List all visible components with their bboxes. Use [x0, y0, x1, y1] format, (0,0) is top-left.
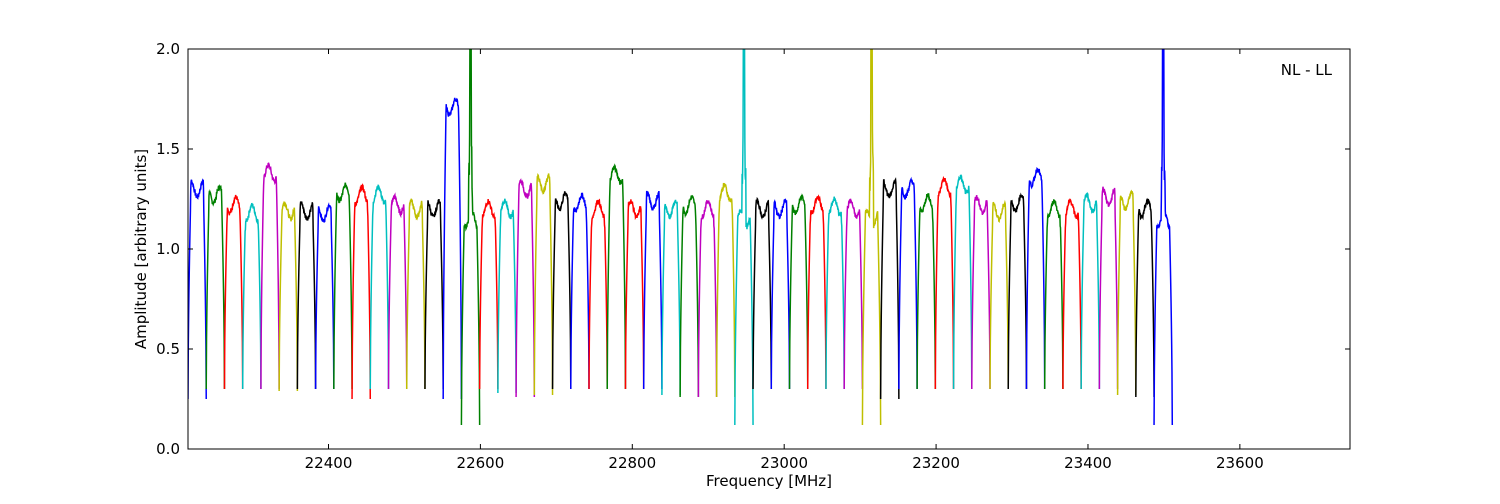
spectrum-channel-line	[697, 200, 718, 398]
plot-annotation: NL - LL	[1281, 61, 1333, 79]
spectrum-channel-line	[442, 97, 463, 400]
spectrum-channel-line	[223, 194, 244, 390]
x-tick-label: 23400	[1064, 454, 1112, 472]
x-tick-label: 23600	[1216, 454, 1264, 472]
series-layer	[188, 49, 1174, 426]
spectrum-channel-line	[952, 173, 973, 390]
spectrum-channel-line	[971, 195, 991, 390]
spectrum-channel-line	[314, 202, 335, 390]
spectrum-channel-line	[351, 183, 372, 400]
x-tick-label: 22600	[457, 454, 505, 472]
x-axis-ticks: 22400 22600 22800 23000 23200 23400 23600	[305, 49, 1264, 472]
y-tick-label: 0.5	[156, 340, 180, 358]
spectrum-channel-line	[734, 49, 754, 426]
spectrum-channel-line	[460, 49, 481, 426]
spectrum-channel-line	[369, 184, 390, 390]
x-tick-label: 23000	[760, 454, 808, 472]
spectrum-channel-line	[387, 192, 408, 390]
spectrum-channel-line	[843, 198, 864, 390]
y-axis-label: Amplitude [arbitrary units]	[132, 149, 150, 349]
y-tick-label: 0.0	[156, 440, 180, 458]
y-axis-ticks: 0.0 0.5 1.0 1.5 2.0	[156, 40, 1350, 458]
spectrum-channel-line	[825, 196, 845, 390]
spectrum-channel-line	[806, 194, 827, 390]
spectrum-channel-line	[661, 199, 681, 396]
spectrum-channel-line	[1116, 189, 1137, 396]
spectrum-channel-line	[1080, 191, 1101, 390]
spectrum-channel-line	[333, 182, 353, 390]
spectrum-channel-line	[296, 201, 317, 390]
spectrum-channel-line	[1135, 197, 1155, 398]
spectrum-channel-line	[570, 192, 590, 390]
spectrum-channel-line	[606, 163, 627, 390]
spectrum-channel-line	[533, 173, 554, 396]
spectrum-channel-line	[241, 202, 262, 390]
spectrum-channel-line	[861, 49, 882, 426]
y-tick-label: 1.0	[156, 240, 180, 258]
spectrum-channel-line	[260, 161, 280, 390]
spectrum-channel-line	[1153, 49, 1174, 426]
spectrum-channel-line	[188, 178, 207, 400]
spectrum-channel-line	[478, 199, 499, 390]
spectrum-channel-line	[770, 198, 791, 390]
spectrum-channel-line	[989, 199, 1009, 390]
x-tick-label: 23200	[912, 454, 960, 472]
x-tick-label: 22400	[305, 454, 353, 472]
spectrum-channel-line	[1098, 186, 1119, 390]
spectrum-channel-line	[1007, 192, 1028, 390]
spectrum-channel-line	[934, 175, 955, 390]
spectrum-channel-line	[624, 199, 645, 390]
spectrum-channel-line	[278, 200, 299, 392]
spectrum-channel-line	[1025, 167, 1046, 390]
spectrum-channel-line	[752, 196, 773, 390]
spectrum-channel-line	[424, 199, 444, 390]
spectrum-channel-line	[1062, 198, 1082, 390]
spectrum-channel-line	[898, 176, 918, 390]
spectrum-channel-line	[497, 198, 517, 394]
spectrum-channel-line	[679, 194, 700, 398]
spectrum-channel-line	[1043, 199, 1064, 390]
spectrum-channel-line	[715, 182, 736, 398]
spectrum-channel-line	[588, 198, 608, 390]
spectrum-channel-line	[916, 192, 937, 390]
spectrum-channel-line	[405, 198, 426, 390]
spectrum-channel-line	[642, 190, 663, 390]
x-tick-label: 22800	[608, 454, 656, 472]
y-tick-label: 1.5	[156, 140, 180, 158]
spectrum-channel-line	[551, 191, 572, 390]
spectrum-channel-line	[515, 178, 536, 398]
spectrum-channel-line	[205, 184, 226, 390]
y-tick-label: 2.0	[156, 40, 180, 58]
plot-area: 22400 22600 22800 23000 23200 23400 23600 0.00…	[156, 40, 1351, 472]
spectrum-channel-line	[788, 193, 809, 390]
spectrum-channel-line	[879, 177, 900, 400]
x-axis-label: Frequency [MHz]	[706, 472, 832, 490]
